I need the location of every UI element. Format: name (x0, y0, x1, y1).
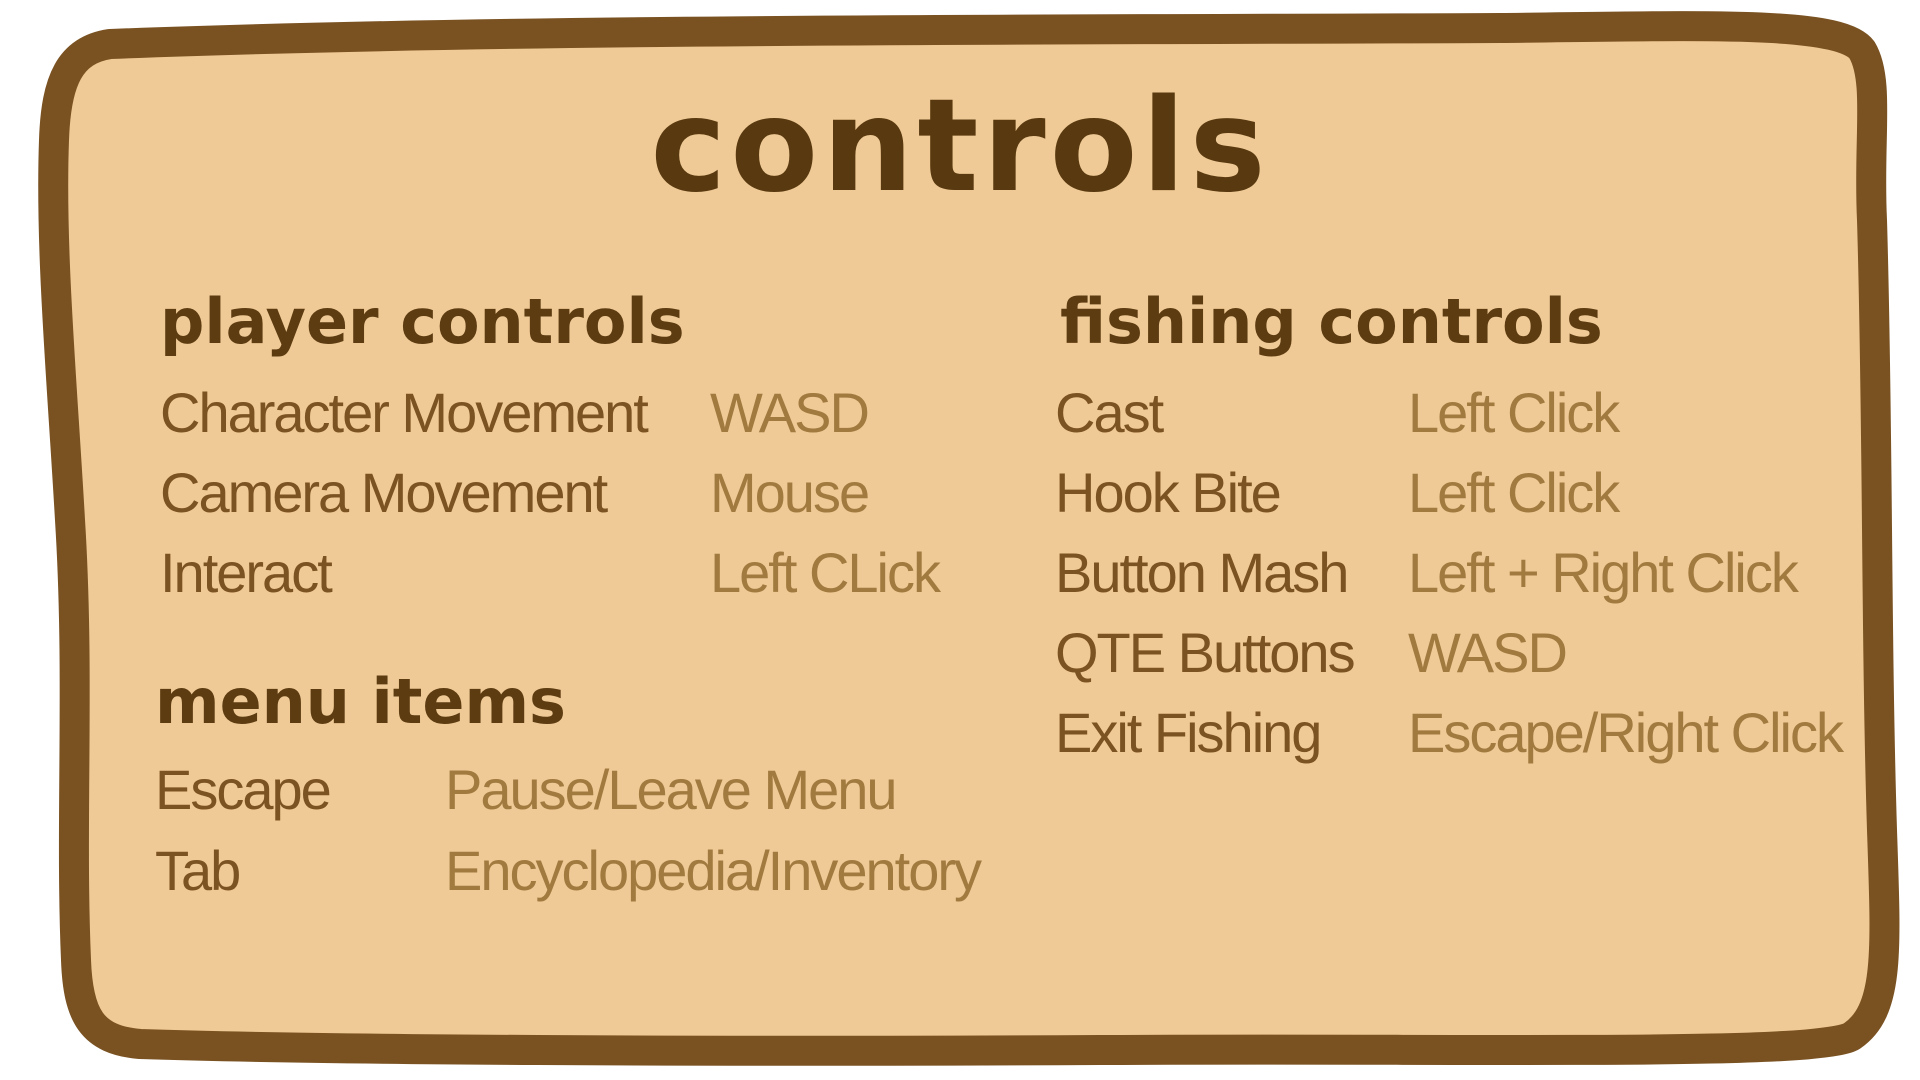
menu-action-tab: Tab (155, 839, 241, 902)
player-key-character-movement: WASD (710, 381, 870, 444)
fishing-key-button-mash: Left + Right Click (1408, 541, 1799, 604)
fishing-key-exit-fishing: Escape/Right Click (1408, 701, 1844, 764)
fishing-action-cast: Cast (1055, 381, 1164, 444)
fishing-key-hook-bite: Left Click (1408, 461, 1620, 524)
fishing-controls-heading: fishing controls (1060, 285, 1603, 358)
fishing-action-qte-buttons: QTE Buttons (1055, 621, 1356, 684)
fishing-key-cast: Left Click (1408, 381, 1620, 444)
fishing-key-qte-buttons: WASD (1408, 621, 1568, 684)
board-frame (38, 11, 1900, 1066)
page-title: controls (650, 72, 1270, 221)
menu-items-heading: menu items (155, 665, 566, 738)
player-action-interact: Interact (160, 541, 333, 604)
player-controls-heading: player controls (160, 285, 685, 358)
menu-action-escape: Escape (155, 758, 332, 821)
menu-key-tab: Encyclopedia/Inventory (445, 839, 982, 902)
fishing-action-hook-bite: Hook Bite (1055, 461, 1282, 524)
menu-key-escape: Pause/Leave Menu (445, 758, 898, 821)
player-action-character-movement: Character Movement (160, 381, 649, 444)
fishing-action-exit-fishing: Exit Fishing (1055, 701, 1322, 764)
player-action-camera-movement: Camera Movement (160, 461, 608, 524)
player-key-interact: Left CLick (710, 541, 941, 604)
player-key-camera-movement: Mouse (710, 461, 870, 524)
fishing-action-button-mash: Button Mash (1055, 541, 1349, 604)
